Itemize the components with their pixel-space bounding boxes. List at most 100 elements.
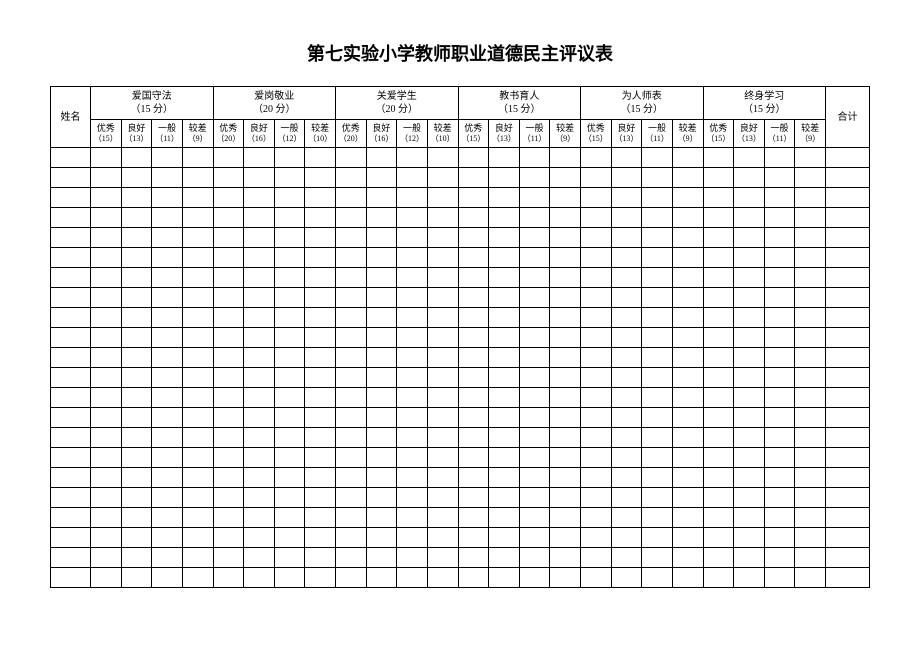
table-cell: [826, 508, 870, 528]
table-cell: [734, 188, 765, 208]
table-cell: [519, 228, 550, 248]
table-cell: [519, 448, 550, 468]
table-cell: [244, 568, 275, 588]
table-cell: [550, 488, 581, 508]
table-cell: [672, 188, 703, 208]
table-cell: [489, 228, 520, 248]
table-cell: [611, 568, 642, 588]
table-cell: [121, 188, 152, 208]
table-cell: [244, 328, 275, 348]
table-cell: [213, 508, 244, 528]
table-cell: [672, 388, 703, 408]
table-cell: [244, 488, 275, 508]
table-cell: [581, 528, 612, 548]
table-cell: [91, 148, 122, 168]
sub-label: 一般: [642, 123, 672, 134]
table-cell: [152, 148, 183, 168]
table-row: [51, 148, 870, 168]
table-cell: [152, 248, 183, 268]
table-cell: [826, 548, 870, 568]
sub-score: （16）: [367, 134, 397, 144]
table-cell: [91, 208, 122, 228]
table-cell: [182, 528, 213, 548]
table-cell: [672, 468, 703, 488]
sub-score: （11）: [152, 134, 182, 144]
table-cell: [182, 188, 213, 208]
table-cell: [91, 528, 122, 548]
table-cell: [336, 208, 367, 228]
table-cell: [795, 508, 826, 528]
table-cell: [764, 288, 795, 308]
table-cell: [642, 388, 673, 408]
table-cell: [336, 388, 367, 408]
table-cell: [121, 388, 152, 408]
table-cell: [581, 228, 612, 248]
table-cell: [91, 468, 122, 488]
table-cell: [734, 428, 765, 448]
table-cell: [764, 328, 795, 348]
table-cell: [795, 348, 826, 368]
sub-label: 一般: [765, 123, 795, 134]
table-cell: [489, 148, 520, 168]
sub-score: （12）: [275, 134, 305, 144]
table-cell: [152, 208, 183, 228]
table-cell: [427, 408, 458, 428]
table-cell: [182, 288, 213, 308]
table-cell: [581, 208, 612, 228]
table-cell: [703, 488, 734, 508]
table-cell: [336, 448, 367, 468]
table-cell: [274, 568, 305, 588]
table-cell: [397, 288, 428, 308]
table-cell: [244, 528, 275, 548]
table-cell: [672, 508, 703, 528]
table-cell: [642, 488, 673, 508]
sub-header: 一般（11）: [152, 120, 183, 148]
table-cell: [244, 468, 275, 488]
table-cell: [51, 368, 91, 388]
table-cell: [458, 328, 489, 348]
table-cell: [550, 208, 581, 228]
sub-score: （9）: [550, 134, 580, 144]
category-score: （15 分）: [704, 103, 826, 116]
table-cell: [458, 268, 489, 288]
table-cell: [672, 228, 703, 248]
table-cell: [366, 448, 397, 468]
sub-header: 优秀（15）: [581, 120, 612, 148]
table-cell: [397, 228, 428, 248]
table-cell: [826, 528, 870, 548]
table-cell: [182, 168, 213, 188]
table-cell: [734, 568, 765, 588]
table-cell: [91, 248, 122, 268]
table-cell: [121, 408, 152, 428]
table-cell: [489, 188, 520, 208]
table-cell: [91, 508, 122, 528]
table-cell: [397, 428, 428, 448]
sub-header: 较差（10）: [305, 120, 336, 148]
sub-header: 良好（13）: [121, 120, 152, 148]
table-cell: [795, 488, 826, 508]
table-cell: [51, 188, 91, 208]
sub-header: 较差（9）: [795, 120, 826, 148]
table-cell: [642, 328, 673, 348]
table-cell: [305, 508, 336, 528]
table-cell: [366, 508, 397, 528]
table-cell: [274, 528, 305, 548]
table-cell: [121, 548, 152, 568]
table-cell: [550, 348, 581, 368]
sub-score: （13）: [122, 134, 152, 144]
table-row: [51, 328, 870, 348]
table-cell: [91, 448, 122, 468]
table-cell: [703, 188, 734, 208]
table-cell: [244, 228, 275, 248]
table-cell: [274, 448, 305, 468]
table-cell: [274, 208, 305, 228]
table-cell: [672, 268, 703, 288]
table-row: [51, 388, 870, 408]
table-cell: [121, 568, 152, 588]
table-cell: [672, 308, 703, 328]
table-cell: [672, 568, 703, 588]
table-cell: [182, 148, 213, 168]
table-cell: [91, 228, 122, 248]
table-cell: [182, 348, 213, 368]
table-cell: [519, 248, 550, 268]
